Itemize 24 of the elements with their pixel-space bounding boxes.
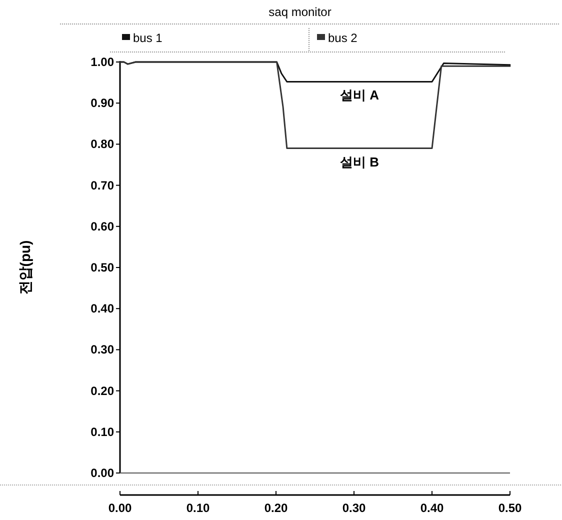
y-tick-label: 0.00 [90,466,114,480]
x-tick-label: 0.10 [186,501,210,515]
x-tick-label: 0.30 [342,501,366,515]
y-tick-label: 0.50 [90,260,114,274]
y-tick-label: 0.40 [90,302,114,316]
y-tick-label: 0.20 [90,384,114,398]
y-tick-label: 0.60 [90,219,114,234]
y-tick-label: 0.30 [90,342,114,357]
line-series [119,61,511,150]
x-tick-label: 0.00 [108,501,132,515]
legend-label: bus 1 [133,31,163,45]
chart-title: saq monitor [268,5,332,19]
annotation: 설비 B [340,154,379,170]
legend-label: bus 2 [328,31,358,45]
x-tick-label: 0.40 [420,501,444,515]
annotation: 설비 A [340,88,380,103]
x-tick-label: 0.20 [264,501,288,515]
y-tick-label: 0.80 [90,137,114,152]
y-axis-title: 전압(pu) [17,240,33,295]
y-tick-label: 0.70 [90,178,114,192]
x-tick-label: 0.50 [498,501,522,515]
y-tick-label: 0.10 [90,424,114,439]
y-tick-label: 1.00 [90,55,114,69]
y-tick-label: 0.90 [90,96,114,110]
